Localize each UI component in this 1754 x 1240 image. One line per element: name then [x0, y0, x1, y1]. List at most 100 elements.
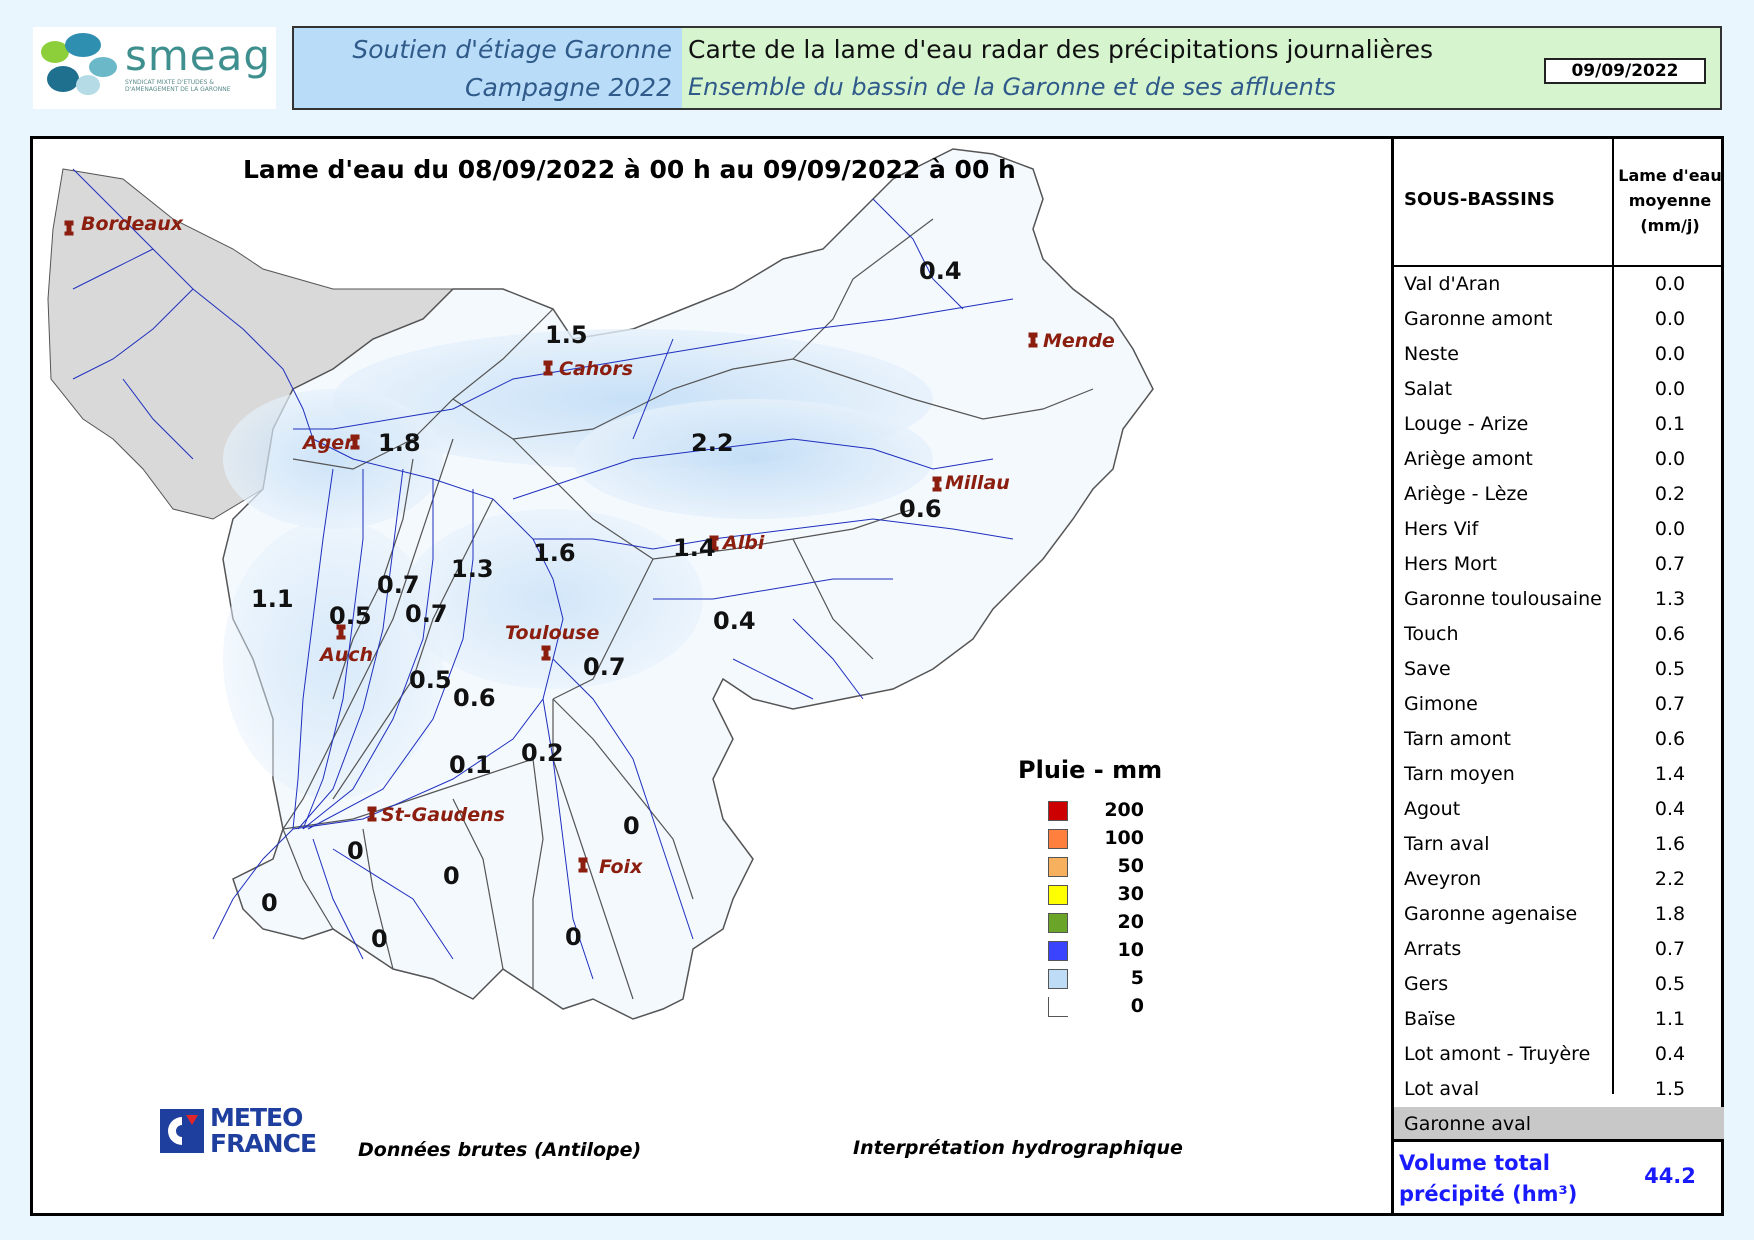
table-header-basins: SOUS-BASSINS: [1404, 189, 1555, 210]
logo-subtitle: SYNDICAT MIXTE D'ETUDES & D'AMENAGEMENT …: [125, 79, 231, 93]
city-marker-agen: [350, 434, 360, 450]
sub-basin-value: 1.4: [1654, 763, 1686, 785]
river-network: [72, 168, 1014, 980]
city-markers: [64, 220, 1038, 873]
sub-basin-name: Lot amont - Truyère: [1404, 1043, 1591, 1065]
table-row: Baïse 1.1: [1394, 1002, 1724, 1037]
table-row: Garonne agenaise 1.8: [1394, 897, 1724, 932]
basin-value: 0: [371, 925, 388, 953]
basin-map: Bordeaux Cahors Mende Agen Millau Albi T…: [47, 148, 1154, 1020]
city-marker-albi: [709, 535, 719, 551]
table-row: Aveyron 2.2: [1394, 862, 1724, 897]
city-marker-bordeaux: [64, 220, 74, 236]
legend-swatch: [1048, 885, 1068, 905]
meteo-france-icon: [160, 1109, 204, 1153]
total-volume: Volume total précipité (hm³) 44.2: [1394, 1139, 1724, 1216]
header-campaign-year: Campagne 2022: [465, 73, 672, 102]
legend-label: 200: [1104, 799, 1144, 821]
table-row: Garonne amont 0.0: [1394, 302, 1724, 337]
city-marker-auch: [336, 624, 346, 640]
sub-basin-name: Ariège - Lèze: [1404, 483, 1529, 505]
city-label: St-Gaudens: [381, 804, 505, 826]
sub-basin-name: Salat: [1404, 378, 1453, 400]
basin-value: 1.8: [378, 429, 421, 457]
table-row: Hers Vif 0.0: [1394, 512, 1724, 547]
meteo-france-name: METEO FRANCE: [210, 1103, 317, 1158]
sub-basin-name: Tarn moyen: [1404, 763, 1515, 785]
sub-basin-value: 0.4: [1654, 1043, 1686, 1065]
basin-value: 0: [565, 923, 582, 951]
table-row: Garonne aval: [1394, 1107, 1724, 1142]
sub-basin-name: Save: [1404, 658, 1451, 680]
sub-basin-value: 0.7: [1654, 553, 1686, 575]
header-banner: Soutien d'étiage Garonne Campagne 2022 C…: [292, 26, 1722, 110]
sub-basin-name: Arrats: [1404, 938, 1462, 960]
sub-basin-value: 0.7: [1654, 938, 1686, 960]
legend-swatch: [1048, 829, 1068, 849]
sub-basin-boundaries: [282, 218, 1094, 1000]
header-map-subtitle: Ensemble du bassin de la Garonne et de s…: [688, 73, 1336, 101]
sub-basin-name: Tarn aval: [1404, 833, 1490, 855]
logo-name: smeag: [125, 31, 272, 80]
table-row: Lot amont - Truyère 0.4: [1394, 1037, 1724, 1072]
basin-value: 1.6: [533, 539, 576, 567]
basin-value: 0.1: [449, 751, 492, 779]
table-row: Lot aval 1.5: [1394, 1072, 1724, 1107]
sub-basin-value: 1.8: [1654, 903, 1686, 925]
basin-value: 0: [443, 862, 460, 890]
sub-basin-value: 0.0: [1654, 448, 1686, 470]
basin-value: 0.6: [453, 684, 496, 712]
basin-value: 0: [347, 837, 364, 865]
sub-basin-name: Garonne aval: [1404, 1113, 1532, 1135]
legend-swatch: [1048, 969, 1068, 989]
sub-basin-name: Garonne agenaise: [1404, 903, 1578, 925]
basin-value: 1.3: [451, 555, 494, 583]
rain-area-aveyron: [573, 399, 933, 519]
sub-basin-name: Ariège amont: [1404, 448, 1533, 470]
smeag-leaf-icon: [41, 33, 117, 95]
table-row: Agout 0.4: [1394, 792, 1724, 827]
sub-basin-value: 0.5: [1654, 658, 1686, 680]
table-row: Salat 0.0: [1394, 372, 1724, 407]
sub-basin-value: 0.0: [1654, 378, 1686, 400]
sub-basin-value: 0.4: [1654, 798, 1686, 820]
sub-basin-name: Baïse: [1404, 1008, 1456, 1030]
table-row: Ariège amont 0.0: [1394, 442, 1724, 477]
legend-label: 5: [1130, 967, 1144, 989]
sub-basin-name: Louge - Arize: [1404, 413, 1529, 435]
table-row: Garonne toulousaine 1.3: [1394, 582, 1724, 617]
sub-basin-name: Lot aval: [1404, 1078, 1480, 1100]
header-campaign-title: Soutien d'étiage Garonne: [352, 35, 672, 64]
legend-label: 50: [1117, 855, 1144, 877]
legend-title: Pluie - mm: [1018, 756, 1163, 784]
legend-label: 0: [1130, 995, 1144, 1017]
map-title: Lame d'eau du 08/09/2022 à 00 h au 09/09…: [243, 155, 1016, 184]
interpretation-note: Interprétation hydrographique: [853, 1137, 1183, 1159]
sub-basin-name: Tarn amont: [1404, 728, 1511, 750]
basin-value: 0.7: [405, 600, 448, 628]
sub-basin-table: SOUS-BASSINS Lame d'eau moyenne (mm/j) V…: [1391, 139, 1724, 1213]
sub-basin-value: 2.2: [1654, 868, 1686, 890]
header-map-title: Carte de la lame d'eau radar des précipi…: [688, 35, 1433, 64]
sub-basin-name: Hers Mort: [1404, 553, 1498, 575]
sub-basin-value: 1.5: [1654, 1078, 1686, 1100]
basin-value: 1.1: [251, 585, 294, 613]
main-panel: Bordeaux Cahors Mende Agen Millau Albi T…: [30, 136, 1724, 1216]
basin-value: 0.2: [521, 739, 564, 767]
sub-basin-name: Neste: [1404, 343, 1459, 365]
legend-label: 100: [1104, 827, 1144, 849]
sub-basin-name: Garonne amont: [1404, 308, 1553, 330]
header-right: Carte de la lame d'eau radar des précipi…: [682, 28, 1720, 108]
legend-label: 20: [1117, 911, 1144, 933]
sub-basin-value: 1.3: [1654, 588, 1686, 610]
table-row: Tarn moyen 1.4: [1394, 757, 1724, 792]
table-header: SOUS-BASSINS Lame d'eau moyenne (mm/j): [1394, 139, 1724, 267]
rain-area-agen: [223, 389, 443, 529]
sub-basin-value: 0.7: [1654, 693, 1686, 715]
sub-basin-value: 1.1: [1654, 1008, 1686, 1030]
city-label: Foix: [599, 856, 643, 878]
sub-basin-value: 1.6: [1654, 833, 1686, 855]
table-row: Touch 0.6: [1394, 617, 1724, 652]
sub-basin-value: 0.0: [1654, 273, 1686, 295]
city-label: Cahors: [559, 358, 633, 380]
